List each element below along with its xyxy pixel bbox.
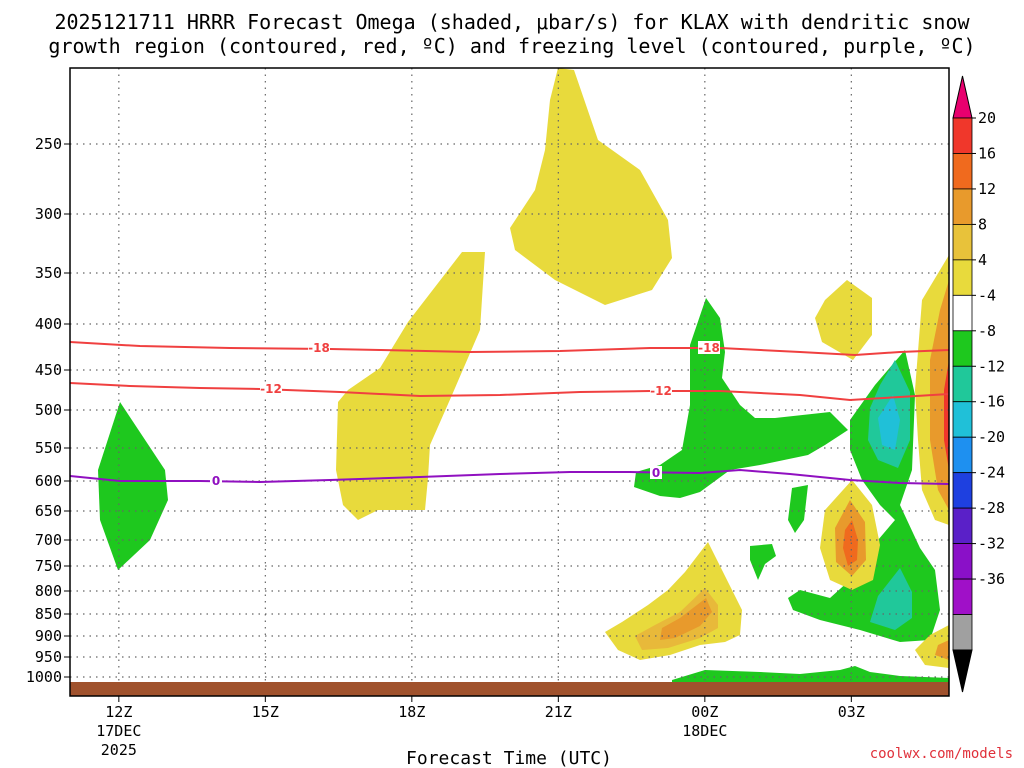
colorbar-bin-9 (952, 436, 973, 474)
teal-region-core (878, 395, 900, 450)
y-tick-label-650: 650 (35, 502, 62, 520)
y-tick-label-500: 500 (35, 401, 62, 419)
colorbar-bin-1 (952, 153, 973, 190)
colorbar-label--16: -16 (978, 393, 1005, 411)
x-axis-label: Forecast Time (UTC) (406, 748, 612, 768)
colorbar-label--24: -24 (978, 464, 1005, 482)
y-tick-label-800: 800 (35, 582, 62, 600)
x-date-label-17DEC: 17DEC (96, 722, 141, 740)
orange-region-lower (635, 588, 718, 650)
contour-label-minus-12-a: -12 (260, 382, 282, 396)
contour-label-minus-18-b: -18 (698, 341, 720, 355)
yellow-region-small (815, 280, 872, 360)
x-tick-label-15Z: 15Z (252, 703, 279, 721)
y-tick-label-450: 450 (35, 361, 62, 379)
colorbar-label--4: -4 (978, 286, 996, 304)
plot-border (69, 67, 950, 697)
x-tick-label-18Z: 18Z (398, 703, 425, 721)
x-tick-label-12Z: 12Z (105, 703, 132, 721)
green-region-dot (750, 544, 776, 580)
red-region-right-edge (944, 360, 949, 470)
chart-title-line2: growth region (contoured, red, ºC) and f… (48, 34, 975, 58)
colorbar-arrow-bottom (952, 649, 973, 693)
y-tick-label-300: 300 (35, 205, 62, 223)
colorbar-bin-4 (952, 259, 973, 296)
orange-region-bottom-right (935, 640, 949, 660)
plot-area: -18 -18 -12 -12 0 0 (70, 68, 949, 696)
cyan-region-lower (870, 568, 912, 630)
ground-surface (70, 682, 949, 696)
contour-minus-12 (70, 382, 949, 402)
contour-minus-18 (70, 341, 949, 357)
contour-label-zero-a: 0 (212, 474, 220, 488)
colorbar: 20 16 12 8 4 -4 -8 -12 -16 -20 -24 -28 -32 -36 (952, 75, 1005, 693)
chart-title-line1: 2025121711 HRRR Forecast Omega (shaded, … (54, 10, 970, 34)
colorbar-bin-5 (952, 294, 973, 332)
y-tick-label-900: 900 (35, 627, 62, 645)
colorbar-arrow-top (952, 75, 973, 119)
y-tick-label-350: 350 (35, 264, 62, 282)
orange-region-lower-core (660, 598, 712, 640)
y-tick-label-250: 250 (35, 135, 62, 153)
colorbar-label-20: 20 (978, 109, 996, 127)
colorbar-bin-12 (952, 543, 973, 580)
colorbar-bin-0 (952, 117, 973, 154)
y-tick-label-750: 750 (35, 557, 62, 575)
yellow-region-mid (336, 252, 485, 520)
colorbar-label--28: -28 (978, 499, 1005, 517)
yellow-region-upper (510, 68, 672, 305)
green-region-small (788, 485, 808, 533)
colorbar-label-16: 16 (978, 144, 996, 162)
x-date-label-18DEC: 18DEC (682, 722, 727, 740)
colorbar-bin-6 (952, 330, 973, 367)
yellow-region-bottom-right (915, 625, 949, 668)
green-region-early (98, 402, 168, 570)
x-tick-label-00Z: 00Z (691, 703, 718, 721)
colorbar-label--20: -20 (978, 428, 1005, 446)
contour-label-zero-b: 0 (652, 466, 660, 480)
colorbar-label-12: 12 (978, 180, 996, 198)
colorbar-bin-13 (952, 578, 973, 615)
colorbar-bin-14 (952, 614, 973, 651)
x-tick-label-21Z: 21Z (545, 703, 572, 721)
y-axis: 250 300 350 400 450 500 550 600 650 700 750 800 850 9… (26, 135, 70, 686)
red-region-core (843, 520, 858, 566)
colorbar-bin-11 (952, 507, 973, 544)
contour-label-minus-12-b: -12 (650, 384, 672, 398)
x-tick-label-03Z: 03Z (838, 703, 865, 721)
grid (70, 68, 949, 696)
contour-label-minus-18-a: -18 (308, 341, 330, 355)
y-tick-label-550: 550 (35, 439, 62, 457)
y-tick-label-400: 400 (35, 315, 62, 333)
y-tick-label-850: 850 (35, 605, 62, 623)
colorbar-label-4: 4 (978, 251, 987, 269)
y-tick-label-950: 950 (35, 648, 62, 666)
colorbar-bin-3 (952, 223, 973, 261)
colorbar-label-8: 8 (978, 215, 987, 233)
colorbar-label--36: -36 (978, 570, 1005, 588)
contour-labels: -18 -18 -12 -12 0 0 (210, 341, 720, 488)
x-year-label-2025: 2025 (101, 741, 137, 759)
colorbar-label--32: -32 (978, 535, 1005, 553)
y-tick-label-700: 700 (35, 531, 62, 549)
colorbar-bin-7 (952, 365, 973, 403)
colorbar-bin-2 (952, 188, 973, 225)
credit-link[interactable]: coolwx.com/models (870, 746, 1013, 762)
colorbar-bin-8 (952, 401, 973, 438)
colorbar-label--12: -12 (978, 357, 1005, 375)
colorbar-label--8: -8 (978, 322, 996, 340)
y-tick-label-1000: 1000 (26, 668, 62, 686)
y-tick-label-600: 600 (35, 472, 62, 490)
colorbar-bin-10 (952, 472, 973, 509)
